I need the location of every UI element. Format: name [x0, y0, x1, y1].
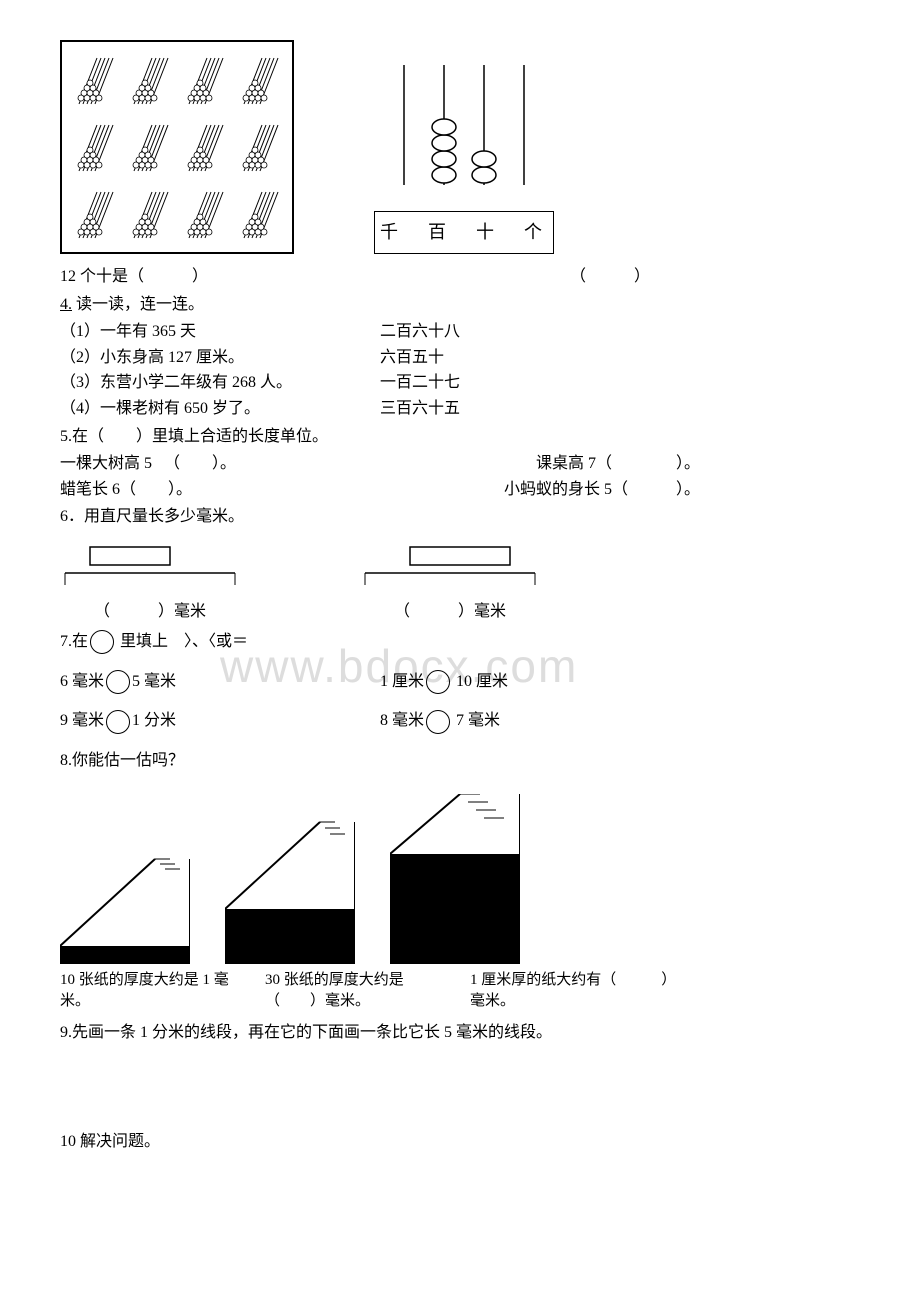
q8-cap-2: 30 张纸的厚度大约是（ ）毫米。	[265, 970, 435, 1012]
q4-right-2: 六百五十	[380, 345, 580, 371]
bundle-box	[60, 40, 294, 254]
q8-captions: 10 张纸的厚度大约是 1 毫米。 30 张纸的厚度大约是（ ）毫米。 1 厘米…	[60, 970, 860, 1012]
q3-caption-left: 12 个十是（ ）	[60, 264, 208, 290]
paper-stack-1	[60, 814, 190, 964]
q8-cap-1: 10 张纸的厚度大约是 1 毫米。	[60, 970, 230, 1012]
q4-right-3: 一百二十七	[380, 370, 580, 396]
circle-icon	[90, 630, 114, 654]
q7-title: 7.在 里填上 〉、〈或＝	[60, 629, 860, 655]
q8-cap-3: 1 厘米厚的纸大约有（ ）毫米。	[470, 970, 690, 1012]
q4-left-4: （4）一棵老树有 650 岁了。	[60, 396, 380, 422]
q9-text: 9.先画一条 1 分米的线段，再在它的下面画一条比它长 5 毫米的线段。	[60, 1020, 860, 1046]
q5-title: 5.在（ ）里填上合适的长度单位。	[60, 424, 860, 450]
q6-label-2: （ ）毫米	[360, 599, 540, 625]
circle-icon	[106, 710, 130, 734]
q4-left-2: （2）小东身高 127 厘米。	[60, 345, 380, 371]
q6-title: 6．用直尺量长多少毫米。	[60, 504, 860, 530]
q4-left-1: （1）一年有 365 天	[60, 319, 380, 345]
paper-stack-2	[225, 814, 355, 964]
paper-stack-3	[390, 794, 520, 964]
q5-l2: 蜡笔长 6（ ）。	[60, 477, 192, 503]
q3-images: 千 百 十 个	[60, 40, 860, 254]
abacus-svg	[374, 45, 554, 205]
q3-bundle-area	[60, 40, 294, 254]
q5-row1: 一棵大树高 5 （ ）。 课桌高 7（ ）。	[60, 451, 700, 477]
q5-row2: 蜡笔长 6（ ）。 小蚂蚁的身长 5（ ）。	[60, 477, 700, 503]
q7-row2: 9 毫米1 分米 8 毫米 7 毫米	[60, 708, 860, 734]
q3-captions: 12 个十是（ ） （ ）	[60, 264, 700, 290]
q4-right-1: 二百六十八	[380, 319, 580, 345]
q8-title: 8.你能估一估吗？	[60, 748, 860, 774]
abacus-base-labels: 千 百 十 个	[374, 211, 554, 254]
q7-row1: 6 毫米5 毫米 1 厘米 10 厘米	[60, 669, 860, 695]
q3-caption-right: （ ）	[520, 264, 700, 290]
abacus: 千 百 十 个	[374, 45, 554, 254]
ruler-1	[60, 545, 240, 590]
circle-icon	[426, 670, 450, 694]
q5-r1: 课桌高 7（ ）。	[536, 451, 700, 477]
circle-icon	[426, 710, 450, 734]
q4-left-3: （3）东营小学二年级有 268 人。	[60, 370, 380, 396]
q8-figures	[60, 794, 860, 964]
ruler-2	[360, 545, 540, 590]
q5-r2: 小蚂蚁的身长 5（ ）。	[504, 477, 700, 503]
q5-l1: 一棵大树高 5 （ ）。	[60, 451, 236, 477]
q10-text: 10 解决问题。	[60, 1129, 860, 1155]
q4-right-4: 三百六十五	[380, 396, 580, 422]
q6-label-1: （ ）毫米	[60, 599, 240, 625]
q4-title: 4. 读一读，连一连。	[60, 292, 860, 318]
q6-rulers: （ ）毫米 （ ）毫米	[60, 545, 860, 624]
circle-icon	[106, 670, 130, 694]
